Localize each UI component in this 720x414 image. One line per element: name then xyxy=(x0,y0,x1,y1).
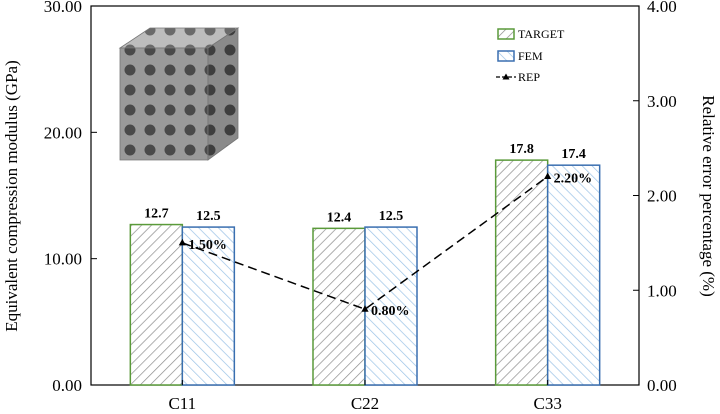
x-tick-label: C11 xyxy=(168,394,196,413)
y-right-tick-label: 4.00 xyxy=(647,0,677,16)
legend-swatch-fem xyxy=(497,50,515,62)
bar-fem-c11 xyxy=(181,226,236,386)
x-tick-label: C22 xyxy=(351,394,379,413)
y-tick-label: 0.00 xyxy=(52,376,82,395)
bar-target-c33 xyxy=(494,159,549,386)
x-tick-label: C33 xyxy=(533,394,561,413)
legend-label-fem: FEM xyxy=(518,49,543,63)
legend: TARGET FEM REP xyxy=(496,27,565,84)
rep-value-label: 2.20% xyxy=(554,172,593,187)
rep-line-group: 1.50% 0.80% 2.20% xyxy=(178,172,593,319)
y-tick-label: 30.00 xyxy=(44,0,82,16)
rep-point xyxy=(361,305,369,312)
right-axis: 0.00 1.00 2.00 3.00 4.00 xyxy=(633,0,677,395)
y-axis-title: Equivalent compression modulus (GPa) xyxy=(2,60,21,332)
bar-value-label: 17.8 xyxy=(509,142,534,157)
bar-value-label: 12.4 xyxy=(327,210,352,225)
y-right-tick-label: 3.00 xyxy=(647,92,677,111)
bar-value-label: 12.7 xyxy=(144,207,169,222)
bar-fem-c22 xyxy=(364,226,418,386)
rep-point xyxy=(544,172,552,180)
legend-label-target: TARGET xyxy=(518,27,565,41)
y-tick-label: 20.00 xyxy=(44,123,82,142)
bar-value-label: 12.5 xyxy=(196,209,221,224)
bar-fem-c33 xyxy=(546,164,601,386)
bar-value-label: 17.4 xyxy=(561,147,586,162)
legend-marker-rep xyxy=(502,73,510,80)
rep-value-label: 0.80% xyxy=(371,304,410,319)
y-right-tick-label: 2.00 xyxy=(647,187,677,206)
bar-target-c11 xyxy=(129,223,184,386)
y-right-tick-label: 1.00 xyxy=(647,281,677,300)
y-axis-right-title: Relative error percentage (%) xyxy=(699,95,718,297)
rep-point xyxy=(178,238,186,246)
bars-group: 12.7 12.5 C11 12.4 12.5 C22 17.8 17.4 C33 xyxy=(129,142,601,413)
legend-label-rep: REP xyxy=(518,70,540,84)
bar-value-label: 12.5 xyxy=(379,209,404,224)
y-right-tick-label: 0.00 xyxy=(647,376,677,395)
left-axis: 0.00 10.00 20.00 30.00 xyxy=(44,0,97,395)
legend-swatch-target xyxy=(497,28,515,40)
rep-value-label: 1.50% xyxy=(188,238,227,253)
y-tick-label: 10.00 xyxy=(44,250,82,269)
rep-line xyxy=(182,175,549,311)
lattice-cube-image xyxy=(118,27,240,161)
